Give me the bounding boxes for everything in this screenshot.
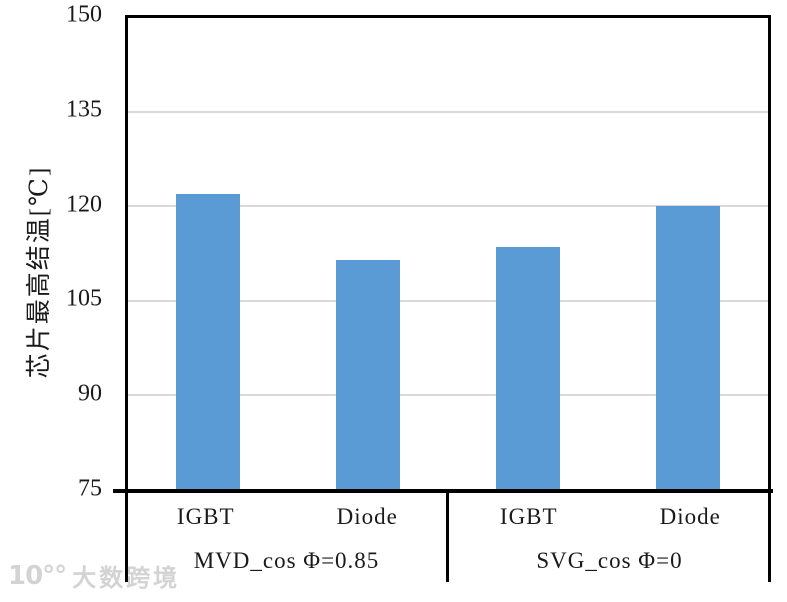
bar-diode-svg <box>656 206 720 489</box>
bar-diode-mvd <box>336 259 400 489</box>
watermark-logo-icon: 10°° <box>8 560 67 591</box>
y-tick-label: 135 <box>66 96 102 123</box>
axis-separator-middle <box>446 489 449 582</box>
category-label-igbt-mvd: IGBT <box>176 503 235 529</box>
y-tick-label: 90 <box>78 380 102 407</box>
y-tick-label: 120 <box>66 191 102 218</box>
y-tick-label: 105 <box>66 285 102 312</box>
category-label-igbt-svg: IGBT <box>499 503 558 529</box>
y-tick-label: 150 <box>66 1 102 28</box>
axis-separator-left <box>125 489 128 582</box>
category-axis-labels: IGBT Diode IGBT Diode <box>125 493 771 540</box>
bar-igbt-mvd <box>176 193 240 489</box>
group-axis-labels: MVD_cos Φ=0.85 SVG_cos Φ=0 <box>125 540 771 582</box>
axis-separator-right <box>768 489 771 582</box>
gridline <box>128 393 768 396</box>
bar-igbt-svg <box>496 247 560 489</box>
category-label-diode-mvd: Diode <box>336 503 398 529</box>
category-label-diode-svg: Diode <box>659 503 721 529</box>
plot-area <box>125 15 771 489</box>
y-tick-label: 75 <box>78 475 102 502</box>
gridline <box>128 205 768 208</box>
group-label-mvd: MVD_cos Φ=0.85 <box>193 548 380 573</box>
group-label-svg: SVG_cos Φ=0 <box>536 548 683 573</box>
gridline <box>128 299 768 302</box>
watermark: 10°° 大数跨境 <box>8 558 180 593</box>
y-axis-tick-labels: 150 135 120 105 90 75 <box>0 2 108 502</box>
gridline <box>128 111 768 114</box>
watermark-text: 大数跨境 <box>72 564 181 592</box>
x-axis-line <box>113 489 773 493</box>
